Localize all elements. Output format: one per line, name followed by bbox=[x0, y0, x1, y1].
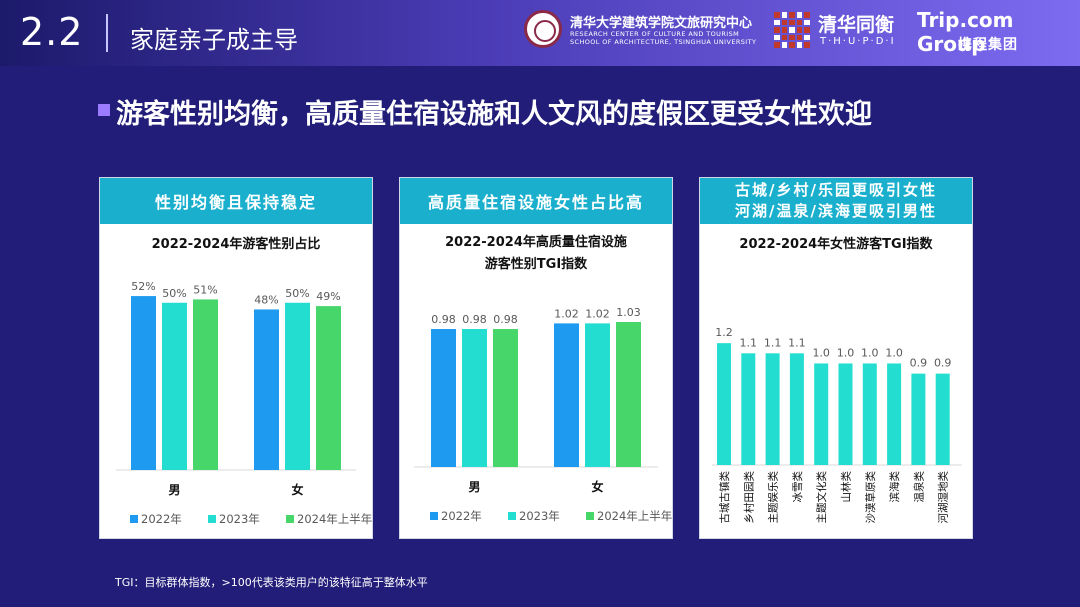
category-label: 滨海类 bbox=[888, 471, 901, 503]
gender-share-chart: 52% 50% 51% 男 48% 50% 49% 女 2022年 2023年 2024年上半年 bbox=[116, 280, 372, 526]
category-label: 乡村田园类 bbox=[742, 471, 755, 524]
bar bbox=[462, 329, 487, 467]
category-label: 温泉类 bbox=[912, 471, 925, 503]
bar bbox=[838, 363, 853, 465]
logo-center-subtitle: RESEARCH CENTER OF CULTURE AND TOURISM S… bbox=[570, 30, 757, 46]
female-tgi-chart: 1.2 古城古镇类 1.1 乡村田园类 1.1 主题娱乐类 1.1 冰雪类 1.0 主题文化类 1.… bbox=[712, 326, 962, 524]
data-label: 1.0 bbox=[861, 346, 879, 359]
bar bbox=[765, 353, 780, 465]
bar bbox=[814, 363, 829, 465]
data-label: 1.02 bbox=[554, 307, 579, 320]
category-label: 沙漠草原类 bbox=[864, 471, 877, 524]
logo-center-name: 清华大学建筑学院文旅研究中心 bbox=[570, 16, 753, 31]
data-label: 50% bbox=[162, 287, 186, 300]
bar bbox=[911, 373, 926, 465]
legend-swatch bbox=[508, 512, 516, 520]
data-label: 50% bbox=[285, 287, 309, 300]
legend-label: 2024年上半年 bbox=[297, 512, 372, 526]
data-label: 1.03 bbox=[616, 306, 641, 319]
legend-label: 2023年 bbox=[219, 512, 260, 526]
bar bbox=[789, 353, 804, 465]
legend-swatch bbox=[130, 515, 138, 523]
data-label: 1.1 bbox=[764, 336, 782, 349]
bar bbox=[285, 302, 310, 470]
category-label: 女 bbox=[291, 482, 303, 497]
gender-share-panel: 性别均衡且保持稳定 2022-2024年游客性别占比 52% 50% 51% 男 48%… bbox=[99, 177, 373, 539]
bar bbox=[493, 329, 518, 467]
thupdi-abbr: T·H·U·P·D·I bbox=[820, 36, 896, 47]
chart-title: 2022-2024年高质量住宿设施 游客性别TGI指数 bbox=[445, 235, 627, 272]
category-label: 主题文化类 bbox=[815, 471, 828, 524]
data-label: 1.0 bbox=[885, 346, 903, 359]
category-label: 男 bbox=[468, 480, 480, 494]
legend-label: 2022年 bbox=[141, 512, 182, 526]
trip-group-logo: Trip.com Group bbox=[917, 8, 1014, 56]
legend-label: 2023年 bbox=[519, 509, 560, 523]
chart-title: 2022-2024年女性游客TGI指数 bbox=[739, 237, 933, 252]
data-label: 1.1 bbox=[788, 336, 806, 349]
data-label: 1.0 bbox=[837, 346, 855, 359]
legend-swatch bbox=[208, 515, 216, 523]
footnote: TGI：目标群体指数，>100代表该类用户的该特征高于整体水平 bbox=[115, 576, 428, 589]
data-label: 0.98 bbox=[493, 313, 518, 326]
premium-lodging-tgi-chart: 0.98 0.98 0.98 男 1.02 1.02 1.03 女 2022年 2023年 2024… bbox=[414, 306, 672, 523]
category-label: 男 bbox=[168, 483, 180, 497]
section-number: 2.2 bbox=[20, 10, 84, 54]
headline-bullet bbox=[98, 104, 110, 116]
chart-title: 2022-2024年游客性别占比 bbox=[151, 237, 321, 252]
category-label: 古城古镇类 bbox=[718, 471, 731, 524]
data-label: 0.98 bbox=[462, 313, 487, 326]
category-label: 主题娱乐类 bbox=[767, 471, 780, 524]
category-label: 河湖湿地类 bbox=[937, 471, 950, 524]
data-label: 1.1 bbox=[740, 336, 758, 349]
thupdi-grid-logo bbox=[774, 12, 810, 48]
data-label: 51% bbox=[193, 283, 217, 296]
data-label: 1.2 bbox=[715, 326, 733, 339]
bar bbox=[254, 309, 279, 470]
data-label: 0.9 bbox=[934, 357, 952, 370]
legend-swatch bbox=[286, 515, 294, 523]
bar bbox=[862, 363, 877, 465]
data-label: 0.98 bbox=[431, 313, 456, 326]
category-label: 女 bbox=[591, 479, 603, 494]
tsinghua-seal-logo bbox=[524, 10, 562, 48]
section-divider bbox=[106, 14, 108, 52]
bar bbox=[741, 353, 756, 465]
legend-label: 2024年上半年 bbox=[597, 509, 672, 523]
legend-swatch bbox=[430, 512, 438, 520]
data-label: 0.9 bbox=[910, 357, 928, 370]
premium-lodging-tgi-panel: 高质量住宿设施女性占比高 2022-2024年高质量住宿设施 游客性别TGI指数… bbox=[399, 177, 673, 539]
bar bbox=[316, 306, 341, 470]
panel-header: 古城/乡村/乐园更吸引女性 河湖/温泉/滨海更吸引男性 bbox=[700, 178, 972, 224]
female-tgi-panel: 古城/乡村/乐园更吸引女性 河湖/温泉/滨海更吸引男性 2022-2024年女性… bbox=[699, 177, 973, 539]
bar bbox=[616, 321, 641, 467]
bar bbox=[193, 299, 218, 470]
section-title: 家庭亲子成主导 bbox=[130, 26, 298, 54]
bar bbox=[585, 323, 610, 467]
bar bbox=[131, 296, 156, 470]
legend-swatch bbox=[586, 512, 594, 520]
data-label: 48% bbox=[254, 293, 278, 306]
panel-header: 高质量住宿设施女性占比高 bbox=[400, 178, 672, 224]
bar bbox=[162, 302, 187, 470]
data-label: 1.0 bbox=[812, 346, 830, 359]
ctrip-group-name: 携程集团 bbox=[958, 37, 1018, 53]
category-label: 山林类 bbox=[840, 471, 853, 503]
data-label: 1.02 bbox=[585, 307, 610, 320]
bar bbox=[431, 329, 456, 467]
legend-label: 2022年 bbox=[441, 509, 482, 523]
bar bbox=[717, 343, 731, 465]
page-headline: 游客性别均衡，高质量住宿设施和人文风的度假区更受女性欢迎 bbox=[116, 99, 872, 130]
thupdi-name: 清华同衡 bbox=[818, 14, 895, 36]
panel-header: 性别均衡且保持稳定 bbox=[100, 178, 372, 224]
bar bbox=[935, 373, 950, 465]
bar bbox=[554, 323, 579, 467]
data-label: 52% bbox=[131, 280, 155, 293]
category-label: 冰雪类 bbox=[791, 471, 804, 503]
bar bbox=[887, 363, 902, 465]
data-label: 49% bbox=[316, 290, 340, 303]
